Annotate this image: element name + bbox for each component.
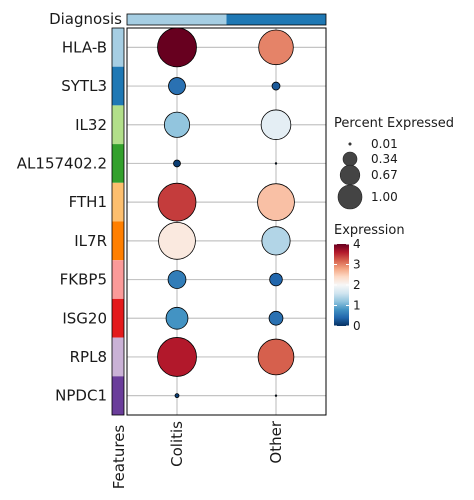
feature-tick-label: RPL8	[70, 348, 107, 366]
feature-color-cell	[112, 298, 124, 338]
feature-color-cell	[112, 376, 124, 415]
expression-dot	[260, 109, 292, 140]
size-legend-dot	[348, 142, 352, 146]
color-legend-label: 0	[353, 319, 361, 333]
feature-tick-label: IL7R	[74, 232, 107, 250]
expression-dot	[274, 394, 278, 397]
expression-dot	[158, 222, 196, 260]
expression-dot	[174, 393, 180, 399]
diagnosis-annotation-cell	[127, 14, 227, 25]
size-legend-dot	[337, 184, 363, 210]
expression-dot	[167, 270, 187, 289]
expression-dot	[163, 111, 191, 138]
feature-color-cell	[112, 28, 124, 67]
size-legend-label: 1.00	[371, 190, 398, 204]
feature-tick-label: FKBP5	[60, 271, 107, 289]
expression-dot	[269, 272, 283, 287]
feature-tick-label: AL157402.2	[17, 154, 107, 172]
diagnosis-annotation: Diagnosis	[49, 10, 327, 28]
color-legend-label: 4	[353, 237, 361, 251]
plot-panel-border	[126, 27, 327, 416]
plot-grid	[126, 27, 327, 416]
size-legend: Percent Expressed 0.010.34 0.67 1.00	[334, 116, 454, 210]
diagnosis-annotation-cell	[226, 14, 326, 25]
color-legend-label: 1	[353, 299, 361, 313]
expression-dot	[157, 27, 197, 68]
expression-dot	[165, 306, 189, 330]
diagnosis-annotation-border	[126, 13, 327, 26]
group-tick-labels: Colitis Other	[168, 420, 285, 467]
feature-tick-label: HLA-B	[62, 38, 107, 56]
color-legend-title: Expression	[334, 223, 405, 238]
feature-strip-border	[111, 27, 125, 416]
group-tick-label: Colitis	[168, 421, 186, 467]
feature-color-cell	[112, 144, 124, 183]
expression-dot	[268, 310, 284, 326]
feature-tick-labels: HLA-B SYTL3 IL32 AL157402.2 FTH1 IL7R FKBP5 ISG…	[17, 38, 107, 404]
feature-color-cell	[112, 337, 124, 377]
expression-dot	[258, 29, 294, 66]
size-legend-title: Percent Expressed	[334, 116, 454, 131]
feature-tick-label: IL32	[75, 116, 107, 134]
feature-color-cell	[112, 66, 124, 106]
feature-color-cell	[112, 182, 124, 222]
expression-dot	[271, 81, 281, 91]
expression-dot	[157, 182, 197, 222]
dot-series	[157, 27, 295, 399]
color-legend-bar	[334, 244, 349, 326]
expression-dot	[157, 337, 197, 377]
features-axis-label: Features	[110, 425, 128, 490]
color-legend-label: 3	[353, 258, 361, 272]
expression-dot	[257, 183, 295, 221]
color-legend-label: 2	[353, 278, 361, 292]
feature-tick-label: ISG20	[62, 309, 107, 327]
diagnosis-annotation-title: Diagnosis	[49, 10, 122, 28]
expression-dot	[274, 162, 278, 165]
color-legend: Expression 0 1 2 3 4	[334, 223, 405, 333]
expression-dot	[168, 77, 186, 95]
size-legend-label: 0.67	[371, 168, 398, 182]
size-legend-dot	[339, 164, 361, 186]
expression-dot	[257, 338, 295, 376]
size-legend-label: 0.34	[371, 152, 398, 166]
expression-dot	[261, 226, 291, 256]
size-legend-dot	[342, 151, 358, 167]
feature-color-cell	[112, 260, 124, 299]
feature-tick-label: NPDC1	[55, 387, 107, 405]
size-legend-label: 0.01	[371, 137, 398, 151]
feature-tick-label: SYTL3	[61, 77, 107, 95]
feature-color-cell	[112, 105, 124, 145]
expression-dot	[173, 159, 181, 168]
feature-color-strip	[111, 27, 125, 416]
feature-color-cell	[112, 221, 124, 261]
group-tick-label: Other	[267, 420, 285, 463]
feature-tick-label: FTH1	[69, 193, 107, 211]
